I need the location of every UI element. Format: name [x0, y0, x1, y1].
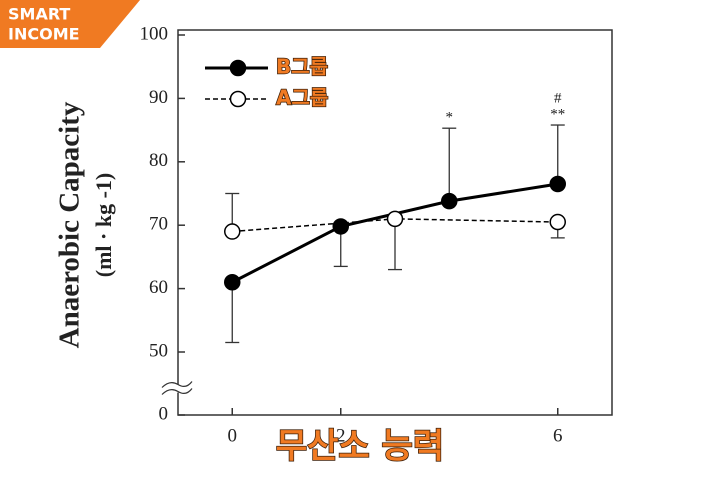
y-label: Anaerobic Capacity	[54, 101, 86, 348]
y-tick-label: 60	[149, 277, 168, 298]
marker	[549, 175, 566, 193]
marker	[332, 218, 349, 235]
legend-label: A그룹	[276, 86, 328, 110]
y-tick-label: 70	[149, 214, 168, 235]
annotation: #	[554, 90, 562, 106]
marker	[549, 213, 566, 231]
x-tick-label: 2	[336, 425, 346, 446]
y-unit: (ml · kg -1)	[91, 173, 116, 278]
y-tick-label: 100	[140, 23, 169, 44]
marker	[441, 192, 458, 210]
x-tick-label: 6	[553, 425, 563, 446]
axis-break-gap	[160, 384, 190, 393]
y-axis-title: Anaerobic Capacity (ml · kg -1)	[54, 101, 116, 348]
y-tick-label: 90	[149, 87, 168, 108]
y-tick-label: 0	[159, 403, 169, 424]
y-tick-label: 50	[149, 340, 168, 361]
annotation: *	[446, 110, 454, 126]
legend-marker	[229, 90, 247, 108]
axis-break	[161, 381, 193, 395]
x-tick-label: 0	[228, 425, 238, 446]
legend-label: B그룹	[276, 55, 328, 79]
logo-line: SMART	[8, 5, 70, 24]
plot-frame	[177, 29, 613, 416]
marker	[386, 210, 404, 228]
logo-bg	[0, 0, 140, 48]
y-tick-label: 80	[149, 150, 168, 171]
overlay-caption: 무산소 능력	[276, 427, 444, 467]
annotation: **	[550, 106, 565, 122]
marker	[224, 223, 241, 240]
marker	[224, 274, 241, 291]
logo-line: INCOME	[8, 25, 80, 44]
legend-marker	[229, 59, 247, 77]
